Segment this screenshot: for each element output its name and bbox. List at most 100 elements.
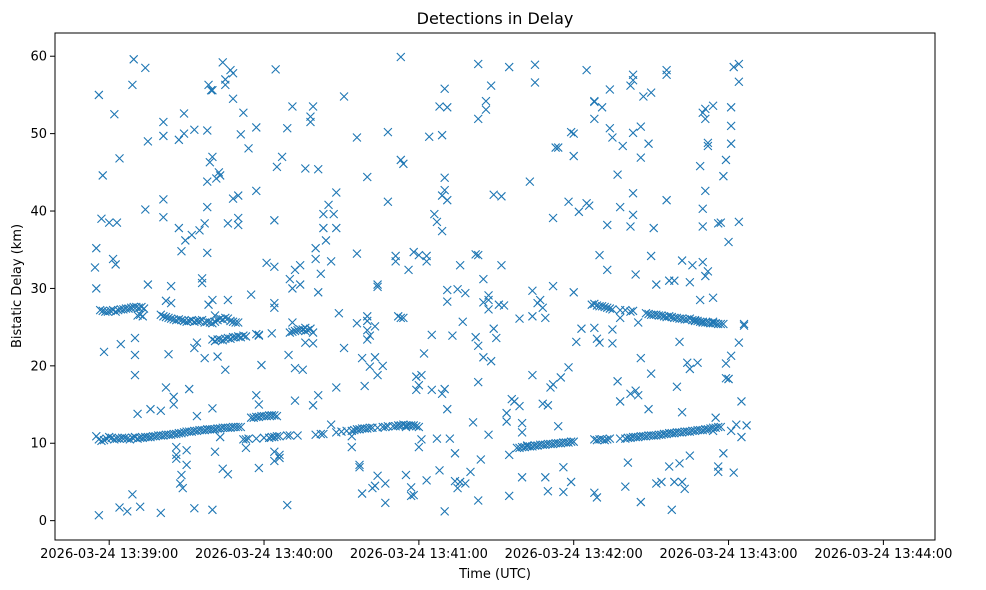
data-point-marker [275, 453, 284, 463]
data-point-marker [615, 397, 625, 406]
data-point-marker [111, 307, 121, 317]
data-point-marker [628, 188, 638, 198]
data-point-marker [166, 281, 176, 291]
data-point-marker [91, 284, 101, 293]
data-point-marker [682, 358, 692, 368]
x-tick-label: 2026-03-24 13:42:00 [505, 547, 643, 562]
data-point-marker [473, 59, 483, 69]
data-point-marker [716, 422, 726, 432]
data-point-marker [383, 197, 393, 207]
data-point-marker [708, 293, 718, 303]
data-point-marker [636, 497, 646, 507]
data-point-marker [396, 52, 406, 62]
data-point-marker [104, 432, 114, 442]
data-point-marker [437, 389, 447, 399]
data-point-marker [125, 434, 135, 444]
data-point-marker [602, 220, 612, 230]
data-point-marker [226, 316, 235, 326]
data-point-marker [486, 81, 496, 91]
data-point-marker [553, 421, 563, 431]
data-point-marker [528, 286, 537, 296]
data-point-marker [282, 500, 292, 510]
data-point-marker [651, 280, 661, 289]
data-point-marker [254, 400, 264, 409]
data-point-marker [515, 314, 524, 324]
data-point-marker [700, 104, 710, 114]
data-point-marker [628, 306, 638, 316]
data-point-marker [620, 305, 630, 315]
data-point-marker [269, 447, 279, 457]
data-point-marker [251, 329, 261, 339]
data-point-marker [435, 465, 444, 475]
data-point-marker [711, 413, 721, 423]
data-point-marker [669, 477, 679, 487]
data-point-marker [238, 108, 248, 118]
data-point-marker [700, 271, 710, 281]
data-point-marker [244, 434, 253, 443]
data-point-marker [357, 353, 367, 363]
data-point-marker [208, 505, 217, 515]
data-point-marker [442, 285, 452, 295]
x-tick-label: 2026-03-24 13:39:00 [40, 547, 178, 562]
data-point-marker [158, 311, 168, 321]
data-point-marker [223, 469, 233, 479]
data-point-marker [688, 260, 697, 270]
data-point-marker [734, 59, 744, 69]
data-point-marker [189, 503, 199, 513]
data-point-marker [623, 458, 633, 467]
data-point-marker [600, 435, 610, 445]
data-point-marker [373, 280, 382, 289]
y-tick-label: 40 [30, 205, 47, 220]
data-point-marker [577, 324, 586, 334]
data-point-marker [726, 351, 736, 361]
data-point-marker [220, 365, 230, 375]
data-point-marker [182, 460, 192, 470]
data-point-marker [646, 369, 656, 378]
data-points [90, 52, 752, 520]
data-point-marker [693, 358, 702, 368]
data-point-marker [275, 431, 284, 441]
data-point-marker [558, 487, 568, 497]
data-point-marker [373, 370, 382, 380]
data-point-marker [703, 141, 713, 151]
data-point-marker [246, 290, 256, 300]
data-point-marker [540, 313, 550, 323]
data-point-marker [365, 362, 375, 372]
data-point-marker [440, 84, 450, 94]
data-point-marker [626, 222, 635, 231]
data-point-marker [724, 374, 733, 384]
data-point-marker [362, 335, 372, 344]
data-point-marker [124, 304, 133, 313]
data-point-marker [675, 458, 684, 468]
data-point-marker [362, 316, 372, 326]
data-point-marker [277, 152, 287, 162]
data-point-marker [571, 337, 581, 347]
x-tick-label: 2026-03-24 13:44:00 [814, 547, 952, 562]
data-point-marker [223, 295, 233, 305]
data-point-marker [553, 143, 563, 152]
data-point-marker [517, 418, 527, 428]
data-point-marker [569, 437, 579, 447]
data-point-marker [306, 112, 315, 121]
data-point-marker [200, 219, 210, 228]
data-point-marker [628, 128, 638, 138]
data-point-marker [326, 420, 336, 430]
data-point-marker [605, 304, 615, 313]
data-point-marker [156, 508, 166, 518]
data-point-marker [251, 123, 261, 132]
data-point-marker [202, 202, 212, 212]
data-point-marker [742, 421, 752, 430]
data-point-marker [257, 360, 266, 370]
data-point-marker [393, 311, 403, 321]
data-point-marker [108, 254, 118, 264]
data-point-marker [298, 365, 308, 375]
data-point-marker [695, 295, 705, 305]
data-point-marker [473, 114, 483, 124]
data-point-marker [233, 213, 243, 223]
data-point-marker [329, 209, 339, 219]
data-point-marker [626, 307, 635, 317]
data-point-marker [538, 399, 548, 409]
data-point-marker [166, 298, 176, 308]
data-point-marker [445, 434, 455, 443]
data-point-marker [703, 424, 713, 434]
